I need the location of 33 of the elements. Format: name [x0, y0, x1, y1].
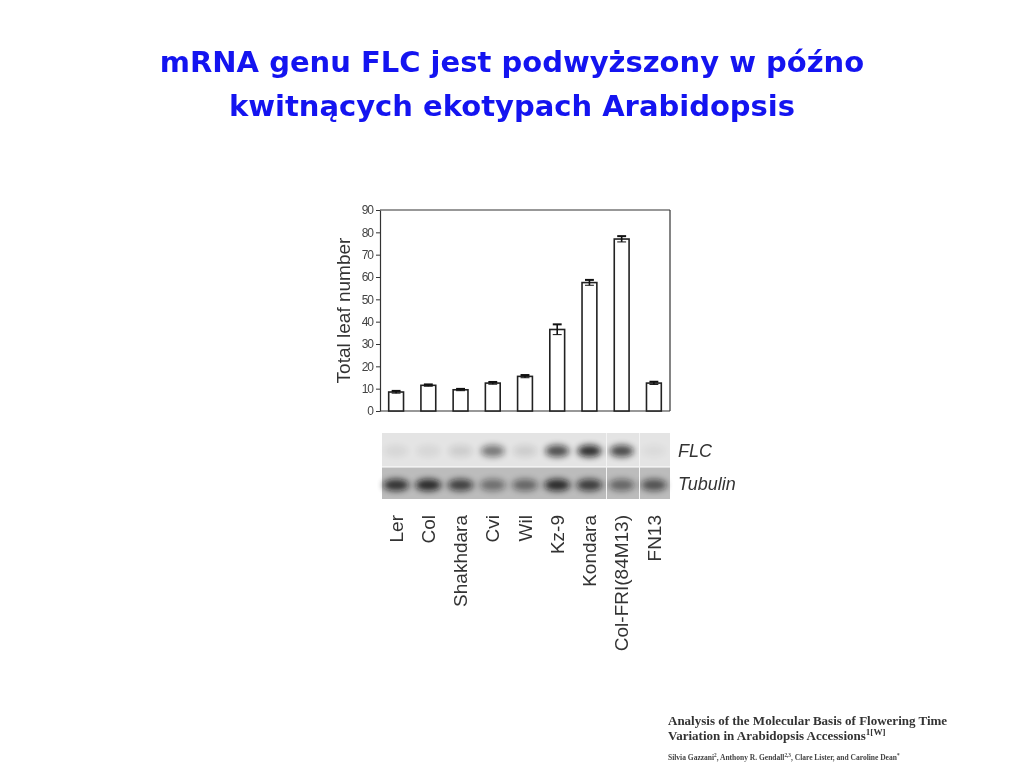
text: Tubulin: [678, 474, 736, 494]
y-tick-label: 40: [361, 315, 375, 330]
x-tick-label: Col: [417, 515, 439, 544]
y-axis-title: Total leaf number: [333, 236, 354, 384]
bar: [387, 391, 405, 412]
bar: [645, 382, 663, 412]
y-tick-label: 0: [367, 404, 375, 419]
x-tick-label: Kondara: [579, 514, 601, 587]
y-tick-label: 20: [361, 359, 375, 374]
x-tick-label: Ler: [385, 514, 407, 543]
x-tick-label: Cvi: [482, 515, 504, 543]
x-tick-label: FN13: [643, 515, 665, 562]
y-tick-label: 10: [361, 382, 375, 397]
bar: [549, 328, 566, 412]
text: Analysis of the Molecular Basis of Flowering Time Variation in Arabidopsis Accessions$^{1[W]}$: [668, 713, 948, 743]
text: FLC: [678, 441, 714, 461]
x-tick-label: Wil: [514, 515, 536, 542]
y-tick-label: 60: [361, 270, 375, 285]
bar: [420, 384, 437, 412]
bar: [484, 382, 501, 412]
bar: [613, 238, 630, 412]
bar: [452, 388, 469, 412]
y-tick-label: 50: [361, 292, 375, 307]
y-tick-label: 30: [361, 337, 375, 352]
x-tick-label: Kz-9: [546, 515, 568, 555]
y-tick-label: 70: [361, 248, 375, 263]
x-tick-label: Shakhdara: [450, 514, 472, 607]
y-tick-label: 80: [361, 225, 375, 240]
bar: [516, 375, 534, 412]
x-tick-label: Col-FRI(84M13): [611, 515, 633, 652]
y-tick-label: 90: [361, 203, 375, 218]
bar: [581, 281, 598, 412]
chart-title: mRNA genu FLC jest podwyższony w późno kwitnących ekotypach Arabidopsis: [159, 45, 865, 123]
